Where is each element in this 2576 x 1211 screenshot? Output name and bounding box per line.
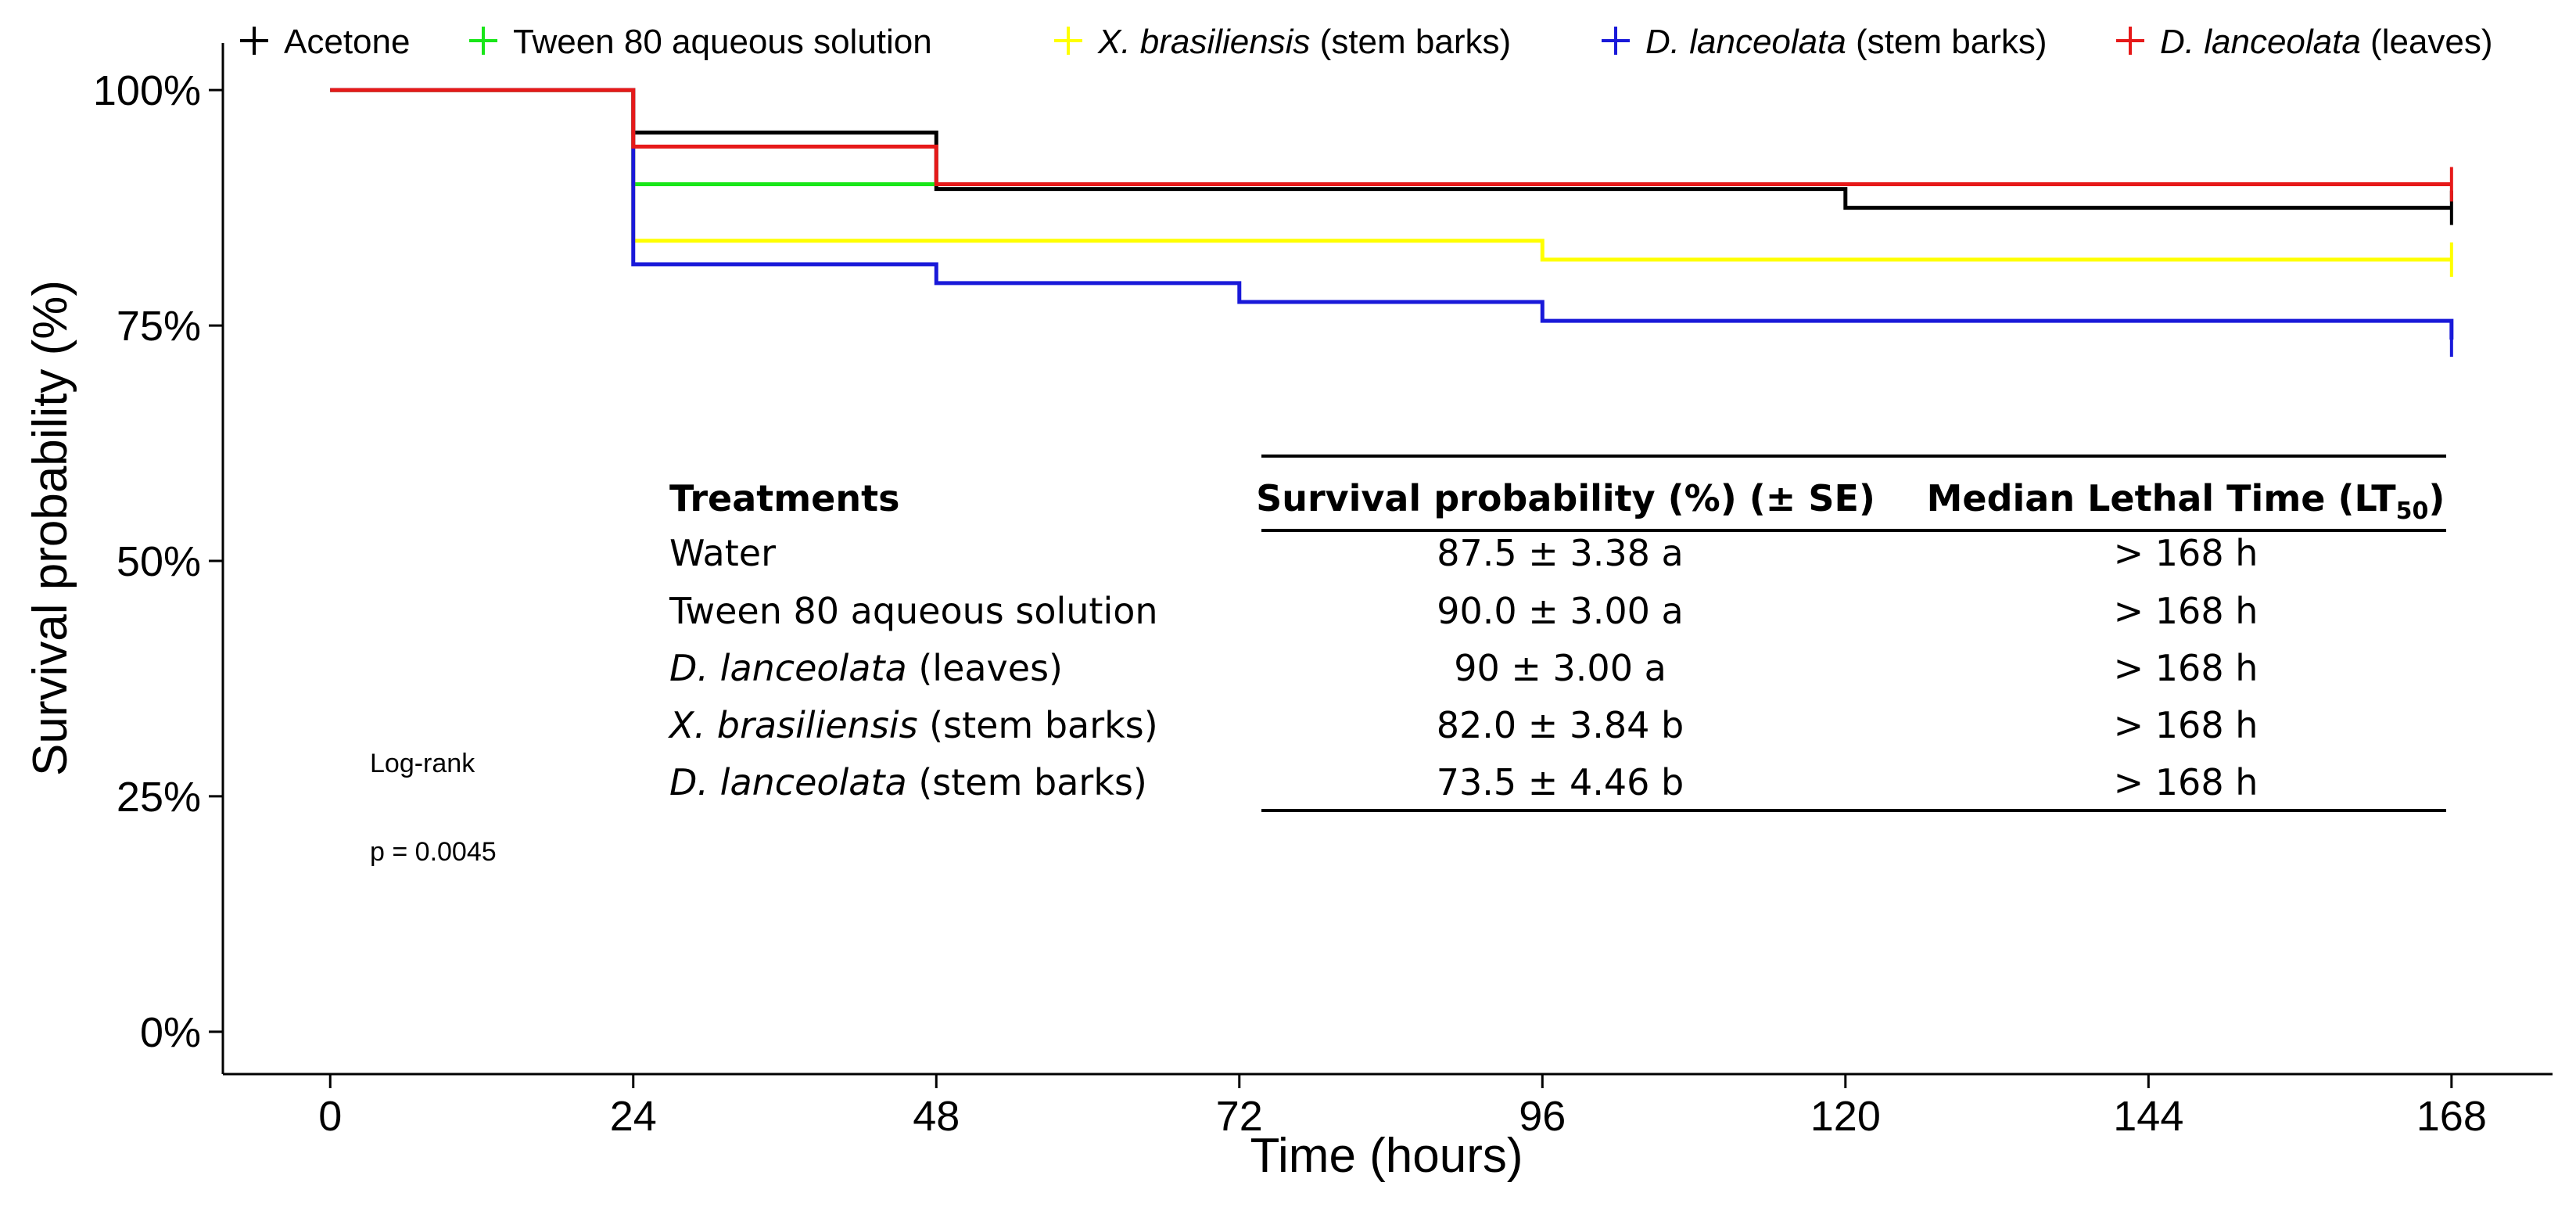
legend-label-text: (stem barks) [1846,23,2047,61]
results-table: Treatments Survival probability (%) (± S… [668,455,2446,812]
legend-item: D. lanceolata (leaves) [2116,23,2493,61]
y-tick-label: 25% [117,774,201,821]
x-tick-label: 144 [2113,1093,2183,1140]
axes: 0% 25% 50% 75% 100% 0 24 48 72 96 120 144 168 Survi… [23,43,2553,1183]
table-cell-lt50: > 168 h [2114,704,2258,746]
series-line-tween-80-aqueous-solution [330,88,2452,187]
series-line-x-brasiliensis-stem-barks [330,88,2452,262]
y-tick-label: 50% [117,538,201,585]
table-row: Tween 80 aqueous solution 90.0 ± 3.00 a > … [669,590,2258,632]
table-cell-treatment: Water [669,532,776,574]
legend-label: D. lanceolata (leaves) [2160,23,2493,61]
table-row: D. lanceolata (stem barks) 73.5 ± 4.46 b >… [669,761,2258,803]
legend-item: Tween 80 aqueous solution [469,23,932,61]
legend-item: D. lanceolata (stem barks) [1602,23,2047,61]
table-row: D. lanceolata (leaves) 90 ± 3.00 a > 168 h [669,647,2258,689]
stats-annotation: Log-rank p = 0.0045 [370,749,497,867]
table-header-survival: Survival probability (%) (± SE) [1256,477,1875,519]
lt50-main: Median Lethal Time (LT [1927,477,2397,519]
table-cell-lt50: > 168 h [2114,647,2258,689]
legend-item: X. brasiliensis (stem barks) [1054,23,1511,61]
p-value-label: p = 0.0045 [370,837,497,867]
y-ticks: 0% 25% 50% 75% 100% [93,67,223,1056]
x-tick-label: 0 [318,1093,342,1140]
series-line-acetone [330,88,2452,210]
series-line-d-lanceolata-stem-barks [330,88,2454,340]
table-cell-survival: 82.0 ± 3.84 b [1437,704,1684,746]
table-cell-lt50: > 168 h [2114,532,2258,574]
legend-label-italic: D. lanceolata [1645,23,1846,61]
series-lines [330,88,2454,358]
table-row: Water 87.5 ± 3.38 a > 168 h [669,532,2258,574]
y-tick-label: 0% [140,1009,201,1056]
legend-label-text: Tween 80 aqueous solution [513,23,932,61]
legend-label: D. lanceolata (stem barks) [1645,23,2047,61]
legend-label-text: (stem barks) [1310,23,1511,61]
treatment-italic: D. lanceolata [669,761,907,803]
series-line-d-lanceolata-leaves [330,88,2452,187]
log-rank-label: Log-rank [370,749,475,778]
lt50-subscript: 50 [2396,498,2429,525]
table-cell-treatment: D. lanceolata (stem barks) [669,761,1147,803]
x-tick-label: 24 [610,1093,657,1140]
legend-label-italic: X. brasiliensis [1097,23,1310,61]
x-tick-label: 72 [1216,1093,1263,1140]
legend-label-text: (leaves) [2361,23,2493,61]
treatment-text: Water [669,532,776,574]
x-ticks: 0 24 48 72 96 120 144 168 [318,1074,2487,1140]
table-cell-treatment: Tween 80 aqueous solution [669,590,1158,632]
legend-label: Acetone [284,23,410,61]
table-header-lt50: Median Lethal Time (LT50) [1927,477,2445,525]
treatment-text: Tween 80 aqueous solution [669,590,1158,632]
lt50-close: ) [2428,477,2445,519]
legend-label: Tween 80 aqueous solution [513,23,932,61]
table-cell-survival: 87.5 ± 3.38 a [1437,532,1683,574]
x-tick-label: 168 [2416,1093,2487,1140]
treatment-text: (stem barks) [918,704,1158,746]
treatment-text: (leaves) [907,647,1063,689]
table-cell-treatment: D. lanceolata (leaves) [669,647,1063,689]
y-tick-label: 100% [93,67,201,114]
table-cell-survival: 73.5 ± 4.46 b [1437,761,1684,803]
table-row: X. brasiliensis (stem barks) 82.0 ± 3.84 … [668,704,2258,746]
y-axis-label: Survival probability (%) [23,280,77,776]
table-cell-treatment: X. brasiliensis (stem barks) [668,704,1158,746]
x-tick-label: 120 [1810,1093,1881,1140]
table-cell-survival: 90 ± 3.00 a [1454,647,1667,689]
x-tick-label: 48 [913,1093,960,1140]
legend: Acetone Tween 80 aqueous solution X. brasi… [240,23,2493,61]
table-cell-lt50: > 168 h [2114,761,2258,803]
legend-label-italic: D. lanceolata [2160,23,2361,61]
x-axis-label: Time (hours) [1250,1129,1523,1183]
table-cell-lt50: > 168 h [2114,590,2258,632]
treatment-italic: X. brasiliensis [668,704,918,746]
x-tick-label: 96 [1519,1093,1566,1140]
table-cell-survival: 90.0 ± 3.00 a [1437,590,1683,632]
legend-item: Acetone [240,23,410,61]
legend-label: X. brasiliensis (stem barks) [1097,23,1511,61]
treatment-text: (stem barks) [907,761,1147,803]
legend-label-text: Acetone [284,23,410,61]
table-header-treatments: Treatments [669,477,900,519]
treatment-italic: D. lanceolata [669,647,907,689]
y-tick-label: 75% [117,303,201,350]
